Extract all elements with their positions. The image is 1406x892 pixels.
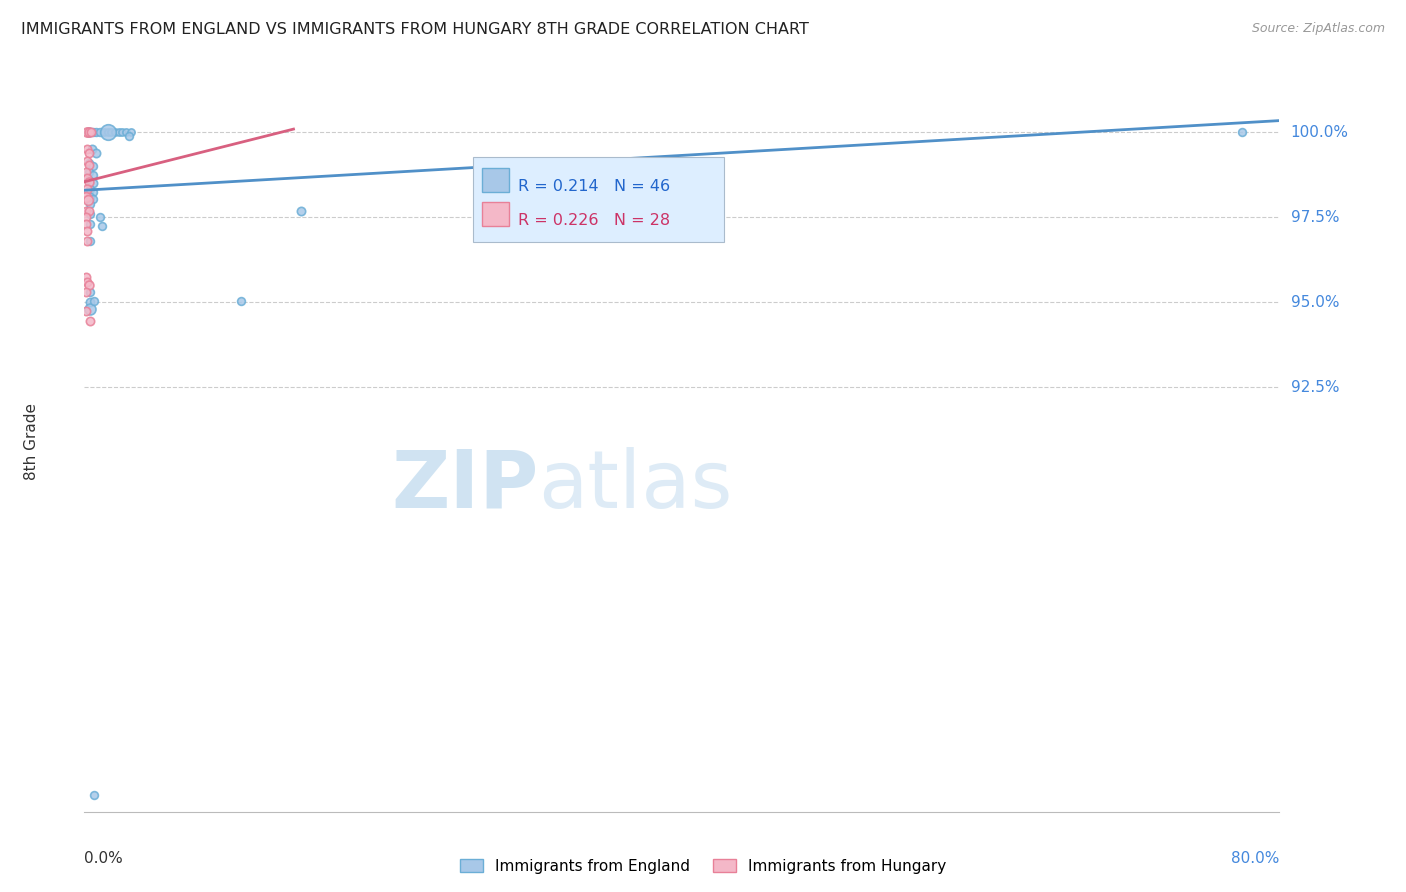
Point <box>75 211 97 225</box>
Text: Source: ZipAtlas.com: Source: ZipAtlas.com <box>1251 22 1385 36</box>
Point <box>79 217 101 231</box>
Point <box>77 156 100 170</box>
Point <box>76 126 98 140</box>
Point <box>77 126 100 140</box>
Point <box>79 196 101 211</box>
Point <box>76 143 98 157</box>
Point <box>82 192 104 206</box>
Point <box>77 158 100 172</box>
Point <box>96 126 118 140</box>
Point <box>75 203 97 218</box>
Point <box>1230 126 1253 140</box>
Text: 92.5%: 92.5% <box>1291 380 1339 394</box>
Point <box>75 285 97 299</box>
Point <box>79 190 101 204</box>
Point <box>96 126 118 140</box>
Point <box>118 128 141 143</box>
Point <box>77 175 100 189</box>
FancyBboxPatch shape <box>482 202 509 227</box>
Point <box>80 126 103 140</box>
Point <box>77 173 100 187</box>
Point <box>82 126 104 140</box>
Text: ZIP: ZIP <box>391 447 538 525</box>
Point <box>104 126 127 140</box>
Point <box>89 126 111 140</box>
Point <box>79 302 101 317</box>
Point <box>82 168 104 182</box>
FancyBboxPatch shape <box>472 156 724 242</box>
Point <box>231 293 253 308</box>
Point <box>290 203 312 218</box>
Text: 0.0%: 0.0% <box>84 851 124 865</box>
Point <box>80 143 103 157</box>
Point <box>79 207 101 221</box>
Text: 95.0%: 95.0% <box>1291 294 1339 310</box>
Text: IMMIGRANTS FROM ENGLAND VS IMMIGRANTS FROM HUNGARY 8TH GRADE CORRELATION CHART: IMMIGRANTS FROM ENGLAND VS IMMIGRANTS FR… <box>21 22 808 37</box>
Point <box>76 275 98 289</box>
Point <box>76 234 98 248</box>
Point <box>111 126 134 140</box>
Point <box>77 126 100 140</box>
Point <box>82 160 104 174</box>
Point <box>84 145 107 160</box>
Point <box>76 154 98 169</box>
Point <box>79 285 101 299</box>
Point <box>83 293 105 308</box>
Point <box>90 219 112 233</box>
Point <box>77 278 100 293</box>
Point <box>76 181 98 195</box>
Text: 100.0%: 100.0% <box>1291 125 1348 140</box>
Point <box>75 217 97 231</box>
Point <box>79 181 101 195</box>
Text: atlas: atlas <box>538 447 733 525</box>
Point <box>79 234 101 248</box>
Point <box>79 295 101 310</box>
Text: 97.5%: 97.5% <box>1291 210 1339 225</box>
Point <box>89 211 111 225</box>
Point <box>93 126 115 140</box>
Point <box>75 190 97 204</box>
Point <box>82 185 104 199</box>
FancyBboxPatch shape <box>482 168 509 193</box>
Text: 80.0%: 80.0% <box>1232 851 1279 865</box>
Text: R = 0.226   N = 28: R = 0.226 N = 28 <box>519 213 671 227</box>
Point <box>77 145 100 160</box>
Point <box>86 126 108 140</box>
Point <box>76 171 98 186</box>
Point <box>76 224 98 238</box>
Point <box>79 314 101 328</box>
Text: 8th Grade: 8th Grade <box>24 403 39 480</box>
Point <box>75 269 97 284</box>
Point <box>82 177 104 191</box>
Legend: Immigrants from England, Immigrants from Hungary: Immigrants from England, Immigrants from… <box>454 853 952 880</box>
Point <box>83 788 105 802</box>
Point <box>115 126 138 140</box>
Point <box>77 164 100 178</box>
Point <box>75 164 97 178</box>
Point <box>120 126 142 140</box>
Text: R = 0.214   N = 46: R = 0.214 N = 46 <box>519 178 671 194</box>
Point <box>77 194 100 208</box>
Point <box>77 203 100 218</box>
Point <box>100 126 122 140</box>
Point <box>107 126 129 140</box>
Point <box>75 303 97 318</box>
